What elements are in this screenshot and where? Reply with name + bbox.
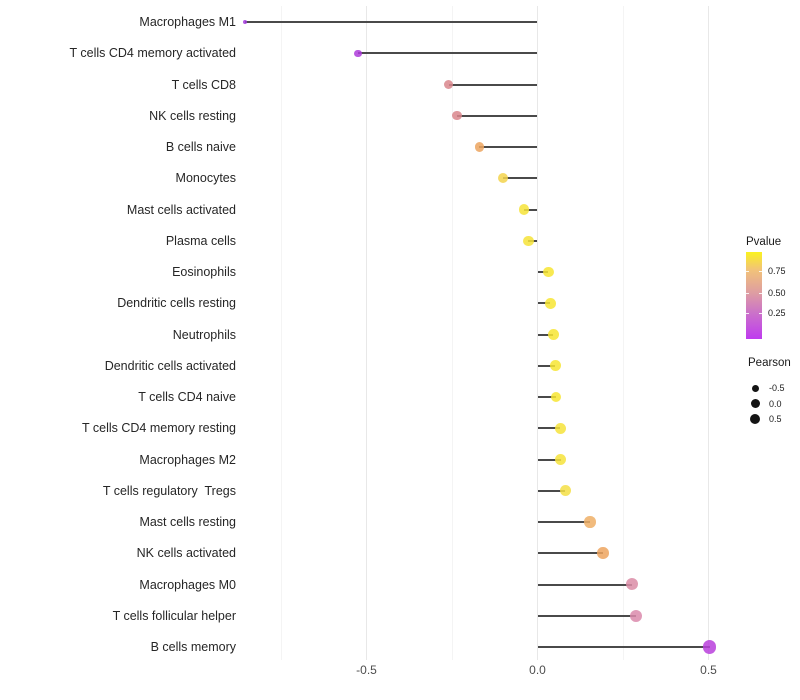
y-axis-label: Macrophages M2 <box>139 452 236 467</box>
y-axis-label: Dendritic cells activated <box>104 358 236 373</box>
lollipop-stem <box>537 521 591 523</box>
y-axis-label: B cells memory <box>150 640 236 654</box>
lollipop-stem <box>537 427 561 430</box>
minor-gridline <box>622 6 624 660</box>
lollipop-dot <box>243 19 248 24</box>
y-axis-label: Macrophages M0 <box>139 577 236 592</box>
major-gridline <box>708 6 709 660</box>
lollipop-stem <box>537 614 637 617</box>
x-axis-tick-label: 0.5 <box>700 663 717 677</box>
size-legend-dot <box>749 413 761 425</box>
size-legend-label: 0.0 <box>769 398 782 409</box>
lollipop-stem <box>537 271 549 273</box>
y-axis-label: NK cells activated <box>136 546 236 561</box>
lollipop-stem <box>537 302 551 305</box>
y-axis-label: Mast cells resting <box>139 515 236 529</box>
minor-gridline <box>451 6 453 660</box>
pearson-legend-title: Pearson <box>748 357 791 369</box>
x-axis-tick-label: -0.5 <box>356 663 377 677</box>
lollipop-dot <box>625 578 638 591</box>
y-axis-label: Eosinophils <box>172 265 236 279</box>
y-axis-label: T cells regulatory Tregs <box>102 483 236 498</box>
y-axis-label: Dendritic cells resting <box>117 296 236 311</box>
lollipop-stem <box>537 489 566 492</box>
lollipop-dot <box>554 422 566 434</box>
colorbar-tick-mark <box>759 271 762 272</box>
lollipop-dot <box>518 204 530 215</box>
size-legend-dot <box>751 384 759 392</box>
lollipop-stem <box>448 83 538 86</box>
y-axis-label: Plasma cells <box>165 233 236 248</box>
lollipop-stem <box>523 208 538 211</box>
minor-gridline <box>280 6 282 660</box>
lollipop-stem <box>479 146 538 148</box>
y-axis-label: T cells follicular helper <box>112 608 236 623</box>
colorbar-tick-mark <box>746 313 749 314</box>
y-axis-label: T cells CD4 naive <box>138 390 236 404</box>
lollipop-dot <box>354 49 362 57</box>
lollipop-dot <box>547 329 559 340</box>
colorbar-tick-label: 0.50 <box>768 288 786 298</box>
lollipop-dot <box>498 173 509 184</box>
lollipop-dot <box>543 266 554 278</box>
major-gridline <box>366 6 367 660</box>
y-axis-label: T cells CD8 <box>171 77 236 92</box>
colorbar-tick-label: 0.75 <box>768 266 786 276</box>
size-legend-label: -0.5 <box>769 383 785 393</box>
major-gridline <box>537 6 538 660</box>
lollipop-dot <box>559 485 571 497</box>
lollipop-dot <box>555 454 567 465</box>
lollipop-dot <box>584 516 596 528</box>
lollipop-stem <box>503 177 538 180</box>
lollipop-stem <box>537 333 554 336</box>
y-axis-label: T cells CD4 memory resting <box>82 421 236 436</box>
size-legend-label: 0.5 <box>769 414 782 424</box>
colorbar-tick-mark <box>759 293 762 294</box>
pvalue-colorbar <box>746 252 762 339</box>
lollipop-dot <box>523 235 534 246</box>
lollipop-stem <box>537 458 561 461</box>
lollipop-dot <box>544 297 556 309</box>
lollipop-stem <box>457 114 538 117</box>
colorbar-tick-mark <box>759 313 762 314</box>
lollipop-stem <box>245 21 538 23</box>
lollipop-dot <box>630 609 643 622</box>
colorbar-tick-mark <box>746 293 749 294</box>
lollipop-dot <box>444 79 454 90</box>
colorbar-tick-mark <box>746 271 749 272</box>
lollipop-stem <box>357 52 538 55</box>
lollipop-dot <box>474 142 485 152</box>
colorbar-tick-label: 0.25 <box>768 308 786 318</box>
lollipop-dot <box>550 391 562 403</box>
y-axis-label: Mast cells activated <box>126 202 236 217</box>
lollipop-stem <box>537 396 556 398</box>
lollipop-stem <box>537 364 556 367</box>
y-axis-label: NK cells resting <box>149 108 236 123</box>
size-legend-dot <box>750 399 760 408</box>
lollipop-dot <box>597 547 609 560</box>
y-axis-label: Neutrophils <box>172 327 236 342</box>
y-axis-label: B cells naive <box>165 140 236 154</box>
pvalue-legend-title: Pvalue <box>746 236 782 248</box>
lollipop-stem <box>537 552 604 555</box>
lollipop-dot <box>703 640 717 654</box>
y-axis-label: Macrophages M1 <box>139 15 236 29</box>
lollipop-stem <box>537 583 632 586</box>
lollipop-stem <box>537 646 710 648</box>
y-axis-label: Monocytes <box>175 171 236 186</box>
lollipop-dot <box>549 360 561 372</box>
x-axis-tick-label: 0.0 <box>529 663 546 677</box>
lollipop-dot <box>452 111 462 121</box>
y-axis-label: T cells CD4 memory activated <box>69 46 237 61</box>
